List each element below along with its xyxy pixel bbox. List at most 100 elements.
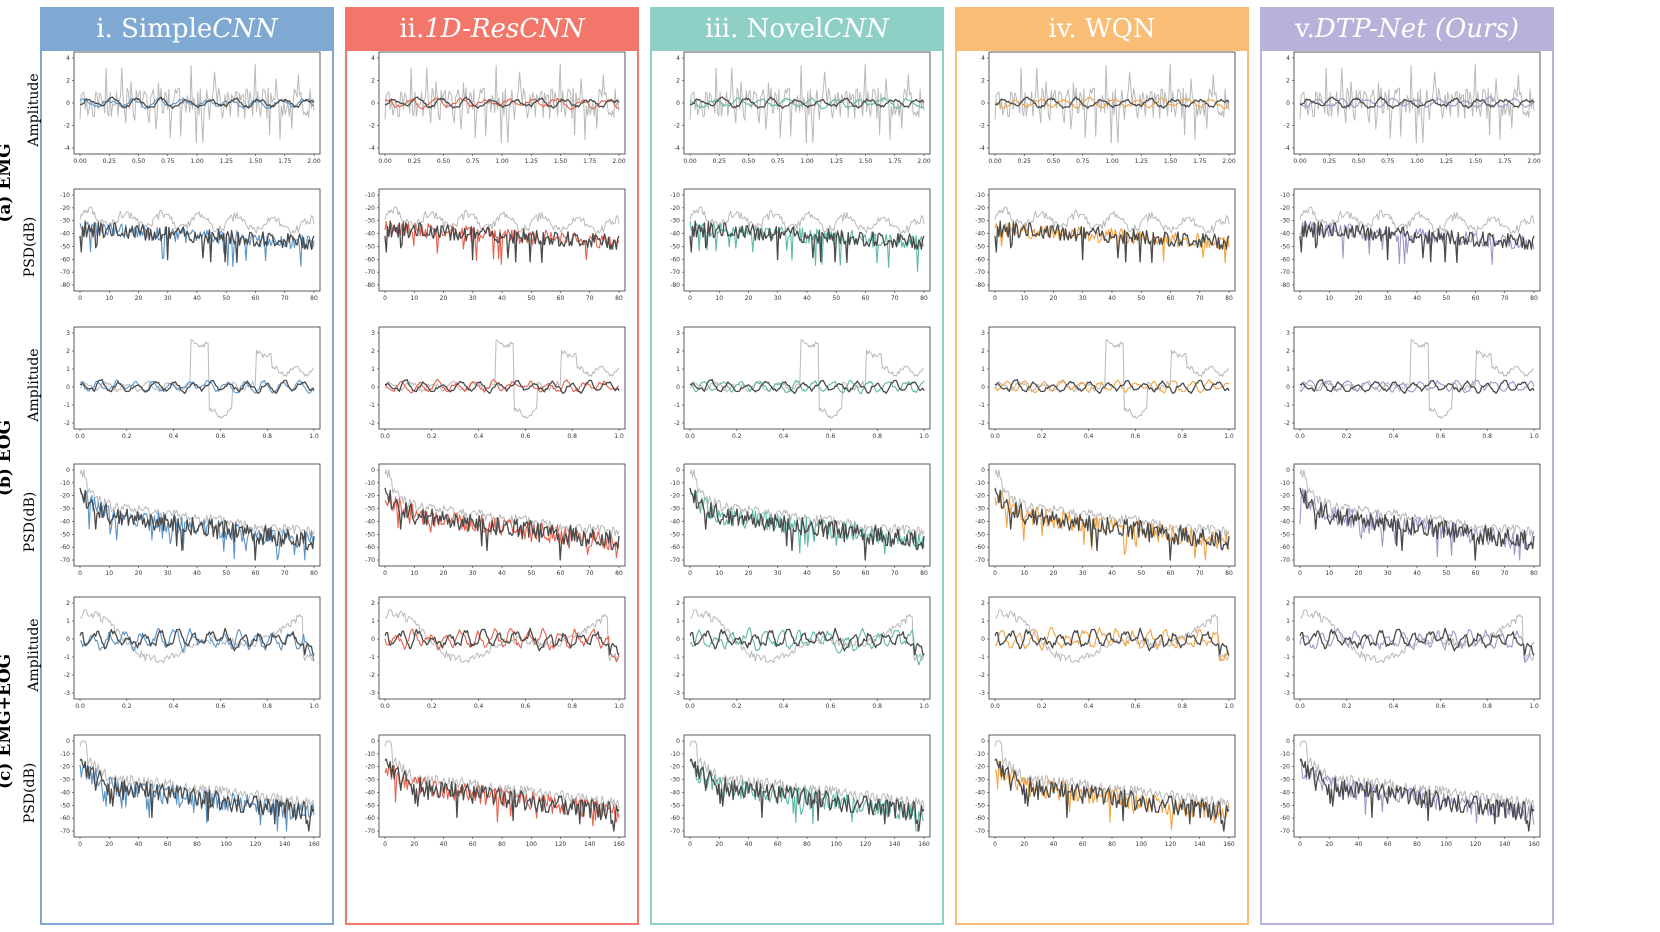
chart-svg: 0 10 20 30 40 50 60 70 80 0 -10 -20 -30 -40 -50 -60 -70 — [365, 463, 626, 577]
x-tick-label: 20 — [440, 295, 448, 302]
y-tick-label: 0 — [66, 636, 70, 643]
y-tick-label: -40 — [1280, 789, 1290, 796]
y-tick-label: -60 — [670, 256, 680, 263]
x-tick-label: 0.25 — [713, 158, 727, 165]
y-tick-label: -30 — [1280, 506, 1290, 513]
x-tick-label: 1.0 — [919, 433, 929, 440]
y-tick-label: 3 — [66, 330, 70, 337]
y-tick-label: 1 — [66, 366, 70, 373]
header-suffix: CNN — [212, 14, 278, 44]
y-tick-label: -1 — [64, 654, 70, 661]
plot-frame — [73, 734, 321, 838]
y-tick-label: 0 — [66, 738, 70, 745]
y-tick-label: -60 — [365, 544, 375, 551]
x-tick-label: 10 — [1020, 570, 1028, 577]
y-tick-label: 2 — [371, 348, 375, 355]
y-tick-label: -10 — [975, 192, 985, 199]
panel-1: 0 10 20 30 40 50 60 70 80 -10 -20 -30 -40 -50 -60 -70 -8… — [1272, 185, 1544, 309]
chart-svg: 0 10 20 30 40 50 60 70 80 -10 -20 -30 -40 -50 -60 -70 -8… — [365, 188, 626, 302]
y-tick-label: 1 — [676, 618, 680, 625]
x-tick-label: 0.0 — [380, 433, 390, 440]
y-tick-label: -10 — [975, 480, 985, 487]
x-tick-label: 40 — [1355, 841, 1363, 848]
x-tick-label: 30 — [774, 295, 782, 302]
y-tick-label: -50 — [365, 243, 375, 250]
x-tick-label: 0.75 — [1381, 158, 1395, 165]
x-tick-label: 1.75 — [278, 158, 292, 165]
group-label: (c) EMG+EOG — [0, 653, 15, 789]
plot-frame — [683, 596, 931, 700]
x-tick-label: 0.2 — [1037, 433, 1047, 440]
x-tick-label: 0.8 — [1177, 703, 1187, 710]
panel-1: 0 10 20 30 40 50 60 70 80 -10 -20 -30 -40 -50 -60 -70 -8… — [52, 185, 324, 309]
x-tick-label: 70 — [281, 295, 289, 302]
chart-svg: 0 20 40 60 80 100 120 140 160 0 -10 -20 -30 -40 -50 -60… — [670, 734, 931, 848]
y-tick-label: -70 — [975, 557, 985, 564]
panel-2: 0.0 0.2 0.4 0.6 0.8 1.0 3 2 1 0 -1 -2 — [52, 323, 324, 447]
y-tick-label: 0 — [981, 467, 985, 474]
series-ground-truth — [994, 758, 1230, 832]
x-tick-label: 80 — [803, 841, 811, 848]
x-tick-label: 0.50 — [742, 158, 756, 165]
series-denoised — [994, 379, 1230, 394]
x-tick-label: 20 — [105, 841, 113, 848]
plot-frame — [73, 596, 321, 700]
header-prefix: iii. Novel — [705, 14, 824, 44]
y-tick-label: -70 — [365, 269, 375, 276]
y-tick-label: -50 — [975, 243, 985, 250]
x-tick-label: 20 — [1020, 841, 1028, 848]
x-tick-label: 0 — [1298, 841, 1302, 848]
y-tick-label: 4 — [371, 55, 375, 62]
panel-0: 0.00 0.25 0.50 0.75 1.00 1.25 1.50 1.75 2.00 4 2 0 -… — [967, 48, 1239, 172]
x-tick-label: 40 — [1413, 570, 1421, 577]
x-tick-label: 1.25 — [830, 158, 844, 165]
x-tick-label: 30 — [1079, 570, 1087, 577]
x-tick-label: 10 — [105, 295, 113, 302]
y-tick-label: -70 — [1280, 269, 1290, 276]
x-tick-label: 0.6 — [1131, 433, 1141, 440]
panel-3: 0 10 20 30 40 50 60 70 80 0 -10 -20 -30 -40 -50 -60 -70 — [1272, 460, 1544, 584]
y-tick-label: -70 — [975, 828, 985, 835]
y-tick-label: -10 — [670, 480, 680, 487]
y-tick-label: -2 — [674, 123, 680, 130]
plot-frame — [1293, 188, 1541, 292]
x-tick-label: 120 — [250, 841, 262, 848]
y-tick-label: 4 — [981, 55, 985, 62]
x-tick-label: 50 — [832, 295, 840, 302]
y-tick-label: -2 — [1284, 123, 1290, 130]
y-tick-label: -50 — [670, 802, 680, 809]
x-tick-label: 2.00 — [1222, 158, 1236, 165]
series-ground-truth — [79, 220, 315, 263]
series-noisy — [79, 740, 315, 808]
x-tick-label: 0.6 — [521, 703, 531, 710]
x-tick-label: 40 — [498, 570, 506, 577]
y-tick-label: 0 — [371, 467, 375, 474]
y-tick-label: 1 — [371, 618, 375, 625]
y-tick-label: -2 — [369, 123, 375, 130]
series-denoised — [1299, 96, 1535, 109]
x-tick-label: 0.4 — [474, 433, 484, 440]
y-tick-label: 1 — [1286, 618, 1290, 625]
series-denoised — [384, 97, 620, 111]
series-noisy — [79, 339, 314, 419]
x-tick-label: 30 — [1079, 295, 1087, 302]
series-ground-truth — [384, 758, 620, 832]
x-tick-label: 0 — [78, 841, 82, 848]
y-tick-label: -4 — [1284, 145, 1290, 152]
plot-frame — [1293, 463, 1541, 567]
y-tick-label: -70 — [60, 828, 70, 835]
panel-1: 0 10 20 30 40 50 60 70 80 -10 -20 -30 -40 -50 -60 -70 -8… — [967, 185, 1239, 309]
x-tick-label: 0.00 — [378, 158, 392, 165]
x-tick-label: 60 — [1167, 295, 1175, 302]
x-tick-label: 30 — [164, 570, 172, 577]
series-ground-truth — [994, 487, 1230, 561]
x-tick-label: 50 — [832, 570, 840, 577]
y-tick-label: 0 — [676, 738, 680, 745]
x-tick-label: 0.2 — [427, 703, 437, 710]
y-tick-label: -3 — [979, 690, 985, 697]
column-header: i. Simple CNN — [40, 7, 334, 51]
x-tick-label: 0.4 — [1084, 703, 1094, 710]
chart-svg: 0 20 40 60 80 100 120 140 160 0 -10 -20 -30 -40 -50 -60… — [365, 734, 626, 848]
y-tick-label: 0 — [981, 100, 985, 107]
y-tick-label: -10 — [1280, 192, 1290, 199]
